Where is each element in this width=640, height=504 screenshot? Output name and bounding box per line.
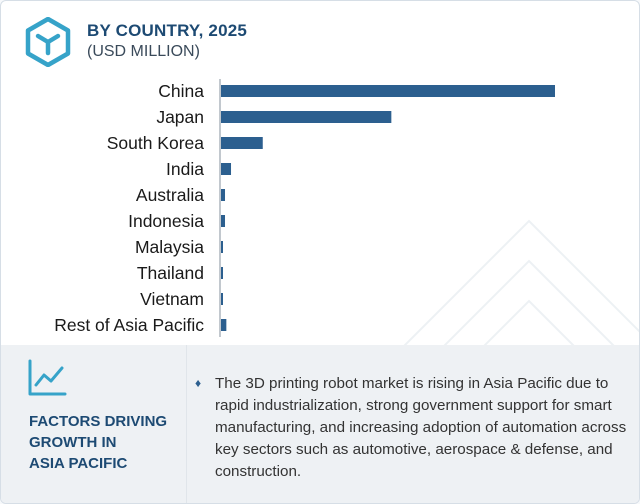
category-label: South Korea — [107, 133, 205, 153]
bar-rest-of-asia-pacific — [221, 319, 227, 331]
chart-subtitle: (USD MILLION) — [87, 43, 200, 60]
category-label: China — [158, 81, 204, 101]
bar-china — [221, 85, 555, 97]
cube-logo-icon — [25, 17, 71, 67]
factors-description: The 3D printing robot market is rising i… — [215, 375, 627, 480]
category-label: Australia — [136, 185, 204, 205]
bar-vietnam — [221, 293, 223, 305]
category-label: Thailand — [137, 263, 204, 283]
category-label: Rest of Asia Pacific — [54, 315, 204, 335]
bar-australia — [221, 189, 226, 201]
bar-chart: China Japan South Korea India Australia Indon… — [54, 79, 555, 337]
category-label: Vietnam — [140, 289, 204, 309]
trend-line-icon — [28, 359, 67, 396]
bar-malaysia — [221, 241, 223, 253]
category-label: Japan — [156, 107, 204, 127]
chart-title: BY COUNTRY, 2025 — [87, 21, 248, 40]
diamond-bullet-icon: ♦ — [195, 376, 202, 390]
factors-title: FACTORS DRIVING GROWTH IN ASIA PACIFIC — [29, 413, 168, 472]
bar-india — [221, 163, 232, 175]
bar-thailand — [221, 267, 224, 279]
category-label: India — [166, 159, 204, 179]
bar-south-korea — [221, 137, 263, 149]
bar-japan — [221, 111, 392, 123]
panel-divider — [186, 345, 187, 503]
factors-panel: FACTORS DRIVING GROWTH IN ASIA PACIFIC ♦… — [1, 345, 639, 503]
category-label: Indonesia — [128, 211, 204, 231]
bar-indonesia — [221, 215, 226, 227]
category-label: Malaysia — [135, 237, 204, 257]
